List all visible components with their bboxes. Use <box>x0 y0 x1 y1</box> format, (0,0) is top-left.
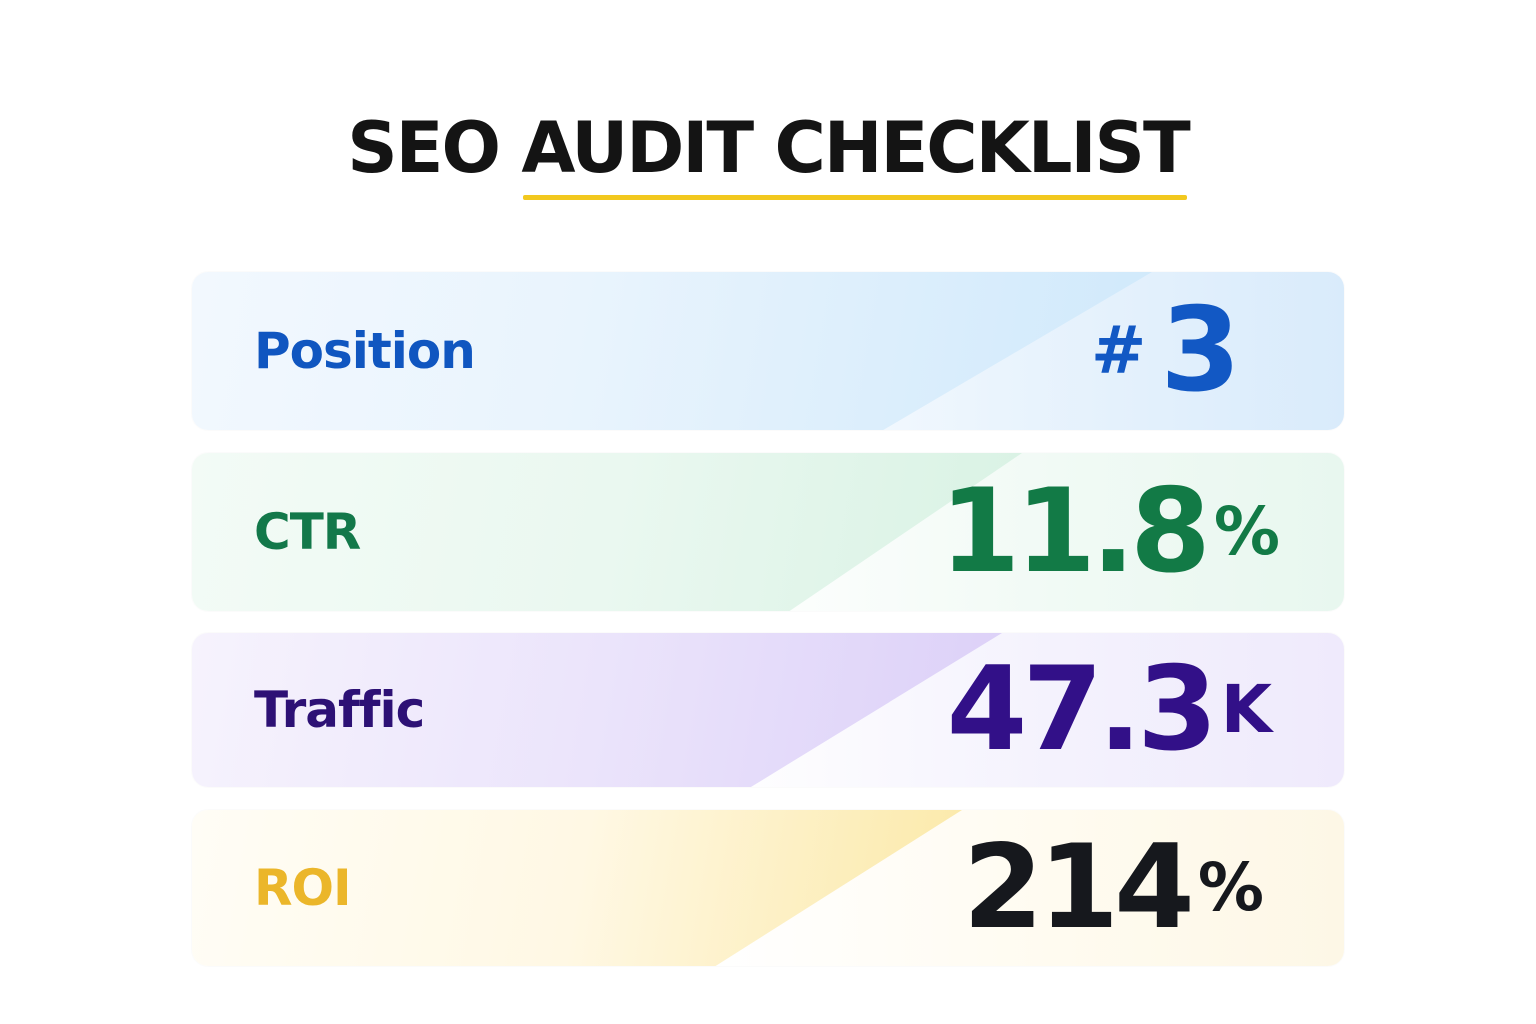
metric-value: 214 % <box>963 810 1264 966</box>
value-suffix: % <box>1197 849 1264 926</box>
value-suffix: K <box>1220 671 1272 748</box>
metric-card-position: Position # 3 <box>192 272 1344 430</box>
metric-label: CTR <box>254 503 361 561</box>
title-part-audit-checklist: AUDIT CHECKLIST <box>521 107 1190 189</box>
metric-label: Traffic <box>254 681 425 739</box>
metric-card-traffic: Traffic 47.3 K <box>192 633 1344 787</box>
value-number: 3 <box>1160 283 1241 418</box>
value-number: 47.3 <box>946 642 1218 777</box>
metric-value: 47.3 K <box>947 633 1272 787</box>
value-prefix: # <box>1090 312 1147 389</box>
metric-card-ctr: CTR 11.8 % <box>192 453 1344 611</box>
value-number: 214 <box>962 820 1195 955</box>
metric-label: Position <box>254 322 476 380</box>
value-suffix: % <box>1213 493 1280 570</box>
value-number: 11.8 <box>939 464 1211 599</box>
metric-label: ROI <box>254 859 352 917</box>
metric-value: # 3 <box>1090 272 1241 430</box>
title-part-seo: SEO <box>347 107 522 189</box>
title-underline <box>523 195 1187 200</box>
metric-value: 11.8 % <box>940 453 1280 611</box>
page-title: SEO AUDIT CHECKLIST <box>0 106 1536 200</box>
title-accent: AUDIT CHECKLIST <box>521 106 1191 200</box>
metric-card-roi: ROI 214 % <box>192 810 1344 966</box>
